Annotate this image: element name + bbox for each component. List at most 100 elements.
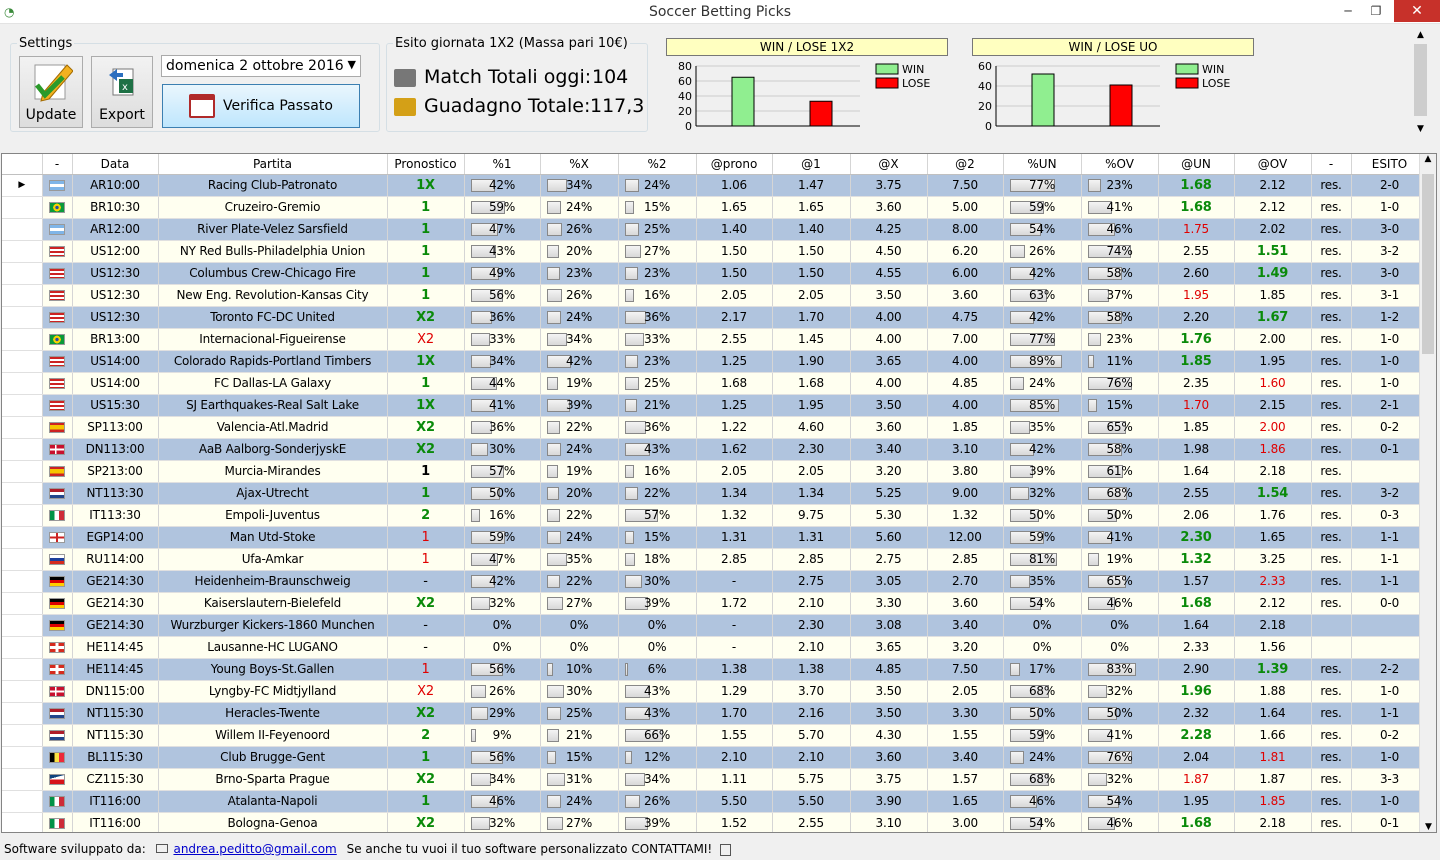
row-header[interactable] xyxy=(2,790,43,813)
odd2-cell[interactable]: 3.00 xyxy=(927,812,1004,832)
date-cell[interactable]: BR13:00 xyxy=(72,328,159,351)
prono-cell[interactable]: 2 xyxy=(387,504,465,527)
table-row[interactable]: US14:00 FC Dallas-LA Galaxy 1 44% 19% 25% 1.68… xyxy=(2,372,1429,395)
odd2-cell[interactable]: 4.00 xyxy=(927,394,1004,417)
odd-un-cell[interactable]: 1.64 xyxy=(1158,460,1235,483)
row-header[interactable] xyxy=(2,812,43,832)
odd-ov-cell[interactable]: 2.18 xyxy=(1234,460,1312,483)
match-cell[interactable]: Murcia-Mirandes xyxy=(158,460,388,483)
odd2-cell[interactable]: 2.70 xyxy=(927,570,1004,593)
date-cell[interactable]: US14:00 xyxy=(72,350,159,373)
date-cell[interactable]: NT115:30 xyxy=(72,724,159,747)
odd2-cell[interactable]: 1.57 xyxy=(927,768,1004,791)
prono-cell[interactable]: X2 xyxy=(387,702,465,725)
odd2-cell[interactable]: 7.50 xyxy=(927,658,1004,681)
table-row[interactable]: GE214:30 Heidenheim-Braunschweig -42% 22% 30… xyxy=(2,570,1429,593)
prono-cell[interactable]: X2 xyxy=(387,416,465,439)
table-row[interactable]: IT113:30 Empoli-Juventus 2 16% 22% 57% 1.32 9.7… xyxy=(2,504,1429,527)
odd-ov-cell[interactable]: 2.00 xyxy=(1234,328,1312,351)
odd1-cell[interactable]: 3.70 xyxy=(772,680,851,703)
prono-cell[interactable]: 1 xyxy=(387,240,465,263)
odd-prono-cell[interactable]: 2.55 xyxy=(696,328,773,351)
odd-un-cell[interactable]: 1.85 xyxy=(1158,350,1235,373)
odd2-cell[interactable]: 3.20 xyxy=(927,636,1004,659)
odd-prono-cell[interactable]: 1.55 xyxy=(696,724,773,747)
odd-un-cell[interactable]: 1.87 xyxy=(1158,768,1235,791)
odd-un-cell[interactable]: 1.95 xyxy=(1158,284,1235,307)
odd1-cell[interactable]: 2.10 xyxy=(772,746,851,769)
odd1-cell[interactable]: 1.50 xyxy=(772,240,851,263)
date-cell[interactable]: GE214:30 xyxy=(72,614,159,637)
res-cell[interactable]: res. xyxy=(1311,746,1352,769)
odd2-cell[interactable]: 3.60 xyxy=(927,592,1004,615)
odd1-cell[interactable]: 1.50 xyxy=(772,262,851,285)
match-cell[interactable]: Toronto FC-DC United xyxy=(158,306,388,329)
esito-cell[interactable]: 1-0 xyxy=(1351,680,1429,703)
odd-ov-cell[interactable]: 1.88 xyxy=(1234,680,1312,703)
match-cell[interactable]: Cruzeiro-Gremio xyxy=(158,196,388,219)
esito-cell[interactable] xyxy=(1351,614,1429,637)
row-header[interactable] xyxy=(2,526,43,549)
odd-ov-cell[interactable]: 1.81 xyxy=(1234,746,1312,769)
row-header[interactable] xyxy=(2,482,43,505)
table-row[interactable]: SP213:00 Murcia-Mirandes 1 57% 19% 16% 2.05 2.0… xyxy=(2,460,1429,483)
res-cell[interactable]: res. xyxy=(1311,394,1352,417)
odd-ov-cell[interactable]: 1.95 xyxy=(1234,350,1312,373)
res-cell[interactable]: res. xyxy=(1311,196,1352,219)
match-cell[interactable]: NY Red Bulls-Philadelphia Union xyxy=(158,240,388,263)
odd-ov-cell[interactable]: 1.86 xyxy=(1234,438,1312,461)
esito-cell[interactable]: 2-2 xyxy=(1351,658,1429,681)
date-cell[interactable]: AR10:00 xyxy=(72,174,159,197)
match-cell[interactable]: Brno-Sparta Prague xyxy=(158,768,388,791)
odd-prono-cell[interactable]: 1.50 xyxy=(696,262,773,285)
odd-un-cell[interactable]: 2.35 xyxy=(1158,372,1235,395)
esito-cell[interactable]: 1-0 xyxy=(1351,328,1429,351)
table-row[interactable]: AR12:00 River Plate-Velez Sarsfield 1 47% 26… xyxy=(2,218,1429,241)
odd-un-cell[interactable]: 1.70 xyxy=(1158,394,1235,417)
odd-ov-cell[interactable]: 1.65 xyxy=(1234,526,1312,549)
date-cell[interactable]: US12:30 xyxy=(72,284,159,307)
odd1-cell[interactable]: 1.95 xyxy=(772,394,851,417)
esito-cell[interactable]: 0-2 xyxy=(1351,416,1429,439)
oddx-cell[interactable]: 4.50 xyxy=(850,240,928,263)
date-cell[interactable]: SP113:00 xyxy=(72,416,159,439)
odd-prono-cell[interactable]: 1.22 xyxy=(696,416,773,439)
date-cell[interactable]: NT115:30 xyxy=(72,702,159,725)
match-cell[interactable]: Internacional-Figueirense xyxy=(158,328,388,351)
row-header[interactable] xyxy=(2,460,43,483)
match-cell[interactable]: Bologna-Genoa xyxy=(158,812,388,832)
date-cell[interactable]: BL115:30 xyxy=(72,746,159,769)
odd-prono-cell[interactable]: 2.05 xyxy=(696,284,773,307)
oddx-cell[interactable]: 4.55 xyxy=(850,262,928,285)
prono-cell[interactable]: 1 xyxy=(387,284,465,307)
table-row[interactable]: SP113:00 Valencia-Atl.Madrid X2 36% 22% 36% 1.… xyxy=(2,416,1429,439)
esito-cell[interactable]: 3-2 xyxy=(1351,482,1429,505)
odd2-cell[interactable]: 3.80 xyxy=(927,460,1004,483)
prono-cell[interactable]: X2 xyxy=(387,306,465,329)
res-cell[interactable]: res. xyxy=(1311,592,1352,615)
match-cell[interactable]: Man Utd-Stoke xyxy=(158,526,388,549)
oddx-cell[interactable]: 3.20 xyxy=(850,460,928,483)
res-cell[interactable]: res. xyxy=(1311,460,1352,483)
grid-scroll-thumb[interactable] xyxy=(1422,174,1434,354)
table-row[interactable]: HE114:45 Young Boys-St.Gallen 1 56% 10% 6% 1.3… xyxy=(2,658,1429,681)
odd-ov-cell[interactable]: 2.12 xyxy=(1234,196,1312,219)
table-row[interactable]: EGP14:00 Man Utd-Stoke 1 59% 24% 15% 1.31 1.31 5… xyxy=(2,526,1429,549)
odd-ov-cell[interactable]: 1.54 xyxy=(1234,482,1312,505)
scroll-thumb[interactable] xyxy=(1414,44,1427,116)
res-cell[interactable]: res. xyxy=(1311,702,1352,725)
match-cell[interactable]: Valencia-Atl.Madrid xyxy=(158,416,388,439)
oddx-cell[interactable]: 3.50 xyxy=(850,702,928,725)
res-cell[interactable]: res. xyxy=(1311,680,1352,703)
odd2-cell[interactable]: 1.55 xyxy=(927,724,1004,747)
column-header[interactable]: @1 xyxy=(772,154,851,175)
verify-past-button[interactable]: Verifica Passato xyxy=(162,84,360,128)
match-cell[interactable]: Ajax-Utrecht xyxy=(158,482,388,505)
email-link[interactable]: andrea.peditto@gmail.com xyxy=(173,842,337,856)
table-row[interactable]: GE214:30 Kaiserslautern-Bielefeld X2 32% 27%… xyxy=(2,592,1429,615)
odd-prono-cell[interactable]: 1.50 xyxy=(696,240,773,263)
odd-prono-cell[interactable]: 2.05 xyxy=(696,460,773,483)
match-cell[interactable]: Colorado Rapids-Portland Timbers xyxy=(158,350,388,373)
oddx-cell[interactable]: 3.10 xyxy=(850,812,928,832)
grid-scrollbar[interactable]: ▲ ▼ xyxy=(1419,154,1436,832)
